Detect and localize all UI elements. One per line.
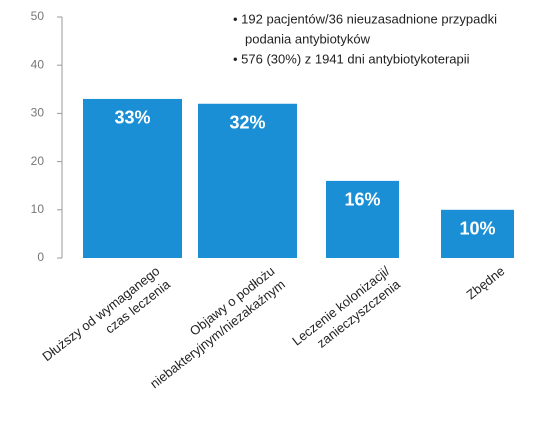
value-label: 10%: [459, 219, 495, 239]
annotation: • 192 pacjentów/36 nieuzasadnione przypa…: [233, 11, 497, 26]
bar: [441, 209, 514, 258]
y-tick-label: 40: [31, 57, 45, 71]
y-tick-label: 20: [31, 154, 45, 168]
bar: [83, 98, 182, 258]
y-tick-label: 10: [31, 202, 45, 216]
value-label: 33%: [114, 108, 150, 128]
y-tick-label: 0: [37, 250, 44, 264]
x-tick-label: Leczenie kolonizacji/zanieczyszczenia: [289, 263, 403, 351]
value-label: 16%: [344, 190, 380, 210]
value-label: 32%: [229, 113, 265, 133]
annotation: podania antybiotyków: [245, 31, 371, 46]
x-tick-label-line: Zbędne: [463, 263, 507, 302]
x-tick-label-line: Dłuższy od wymaganego: [39, 263, 162, 364]
x-tick-label-line: niebakteryjnym/niezakaźnym: [147, 277, 288, 392]
bar: [198, 103, 297, 258]
annotation: • 576 (30%) z 1941 dni antybiotykoterapi…: [233, 51, 470, 66]
bar: [326, 180, 399, 258]
y-tick-label: 50: [31, 9, 45, 23]
y-tick-label: 30: [31, 106, 45, 120]
x-tick-label: Zbędne: [463, 263, 507, 302]
